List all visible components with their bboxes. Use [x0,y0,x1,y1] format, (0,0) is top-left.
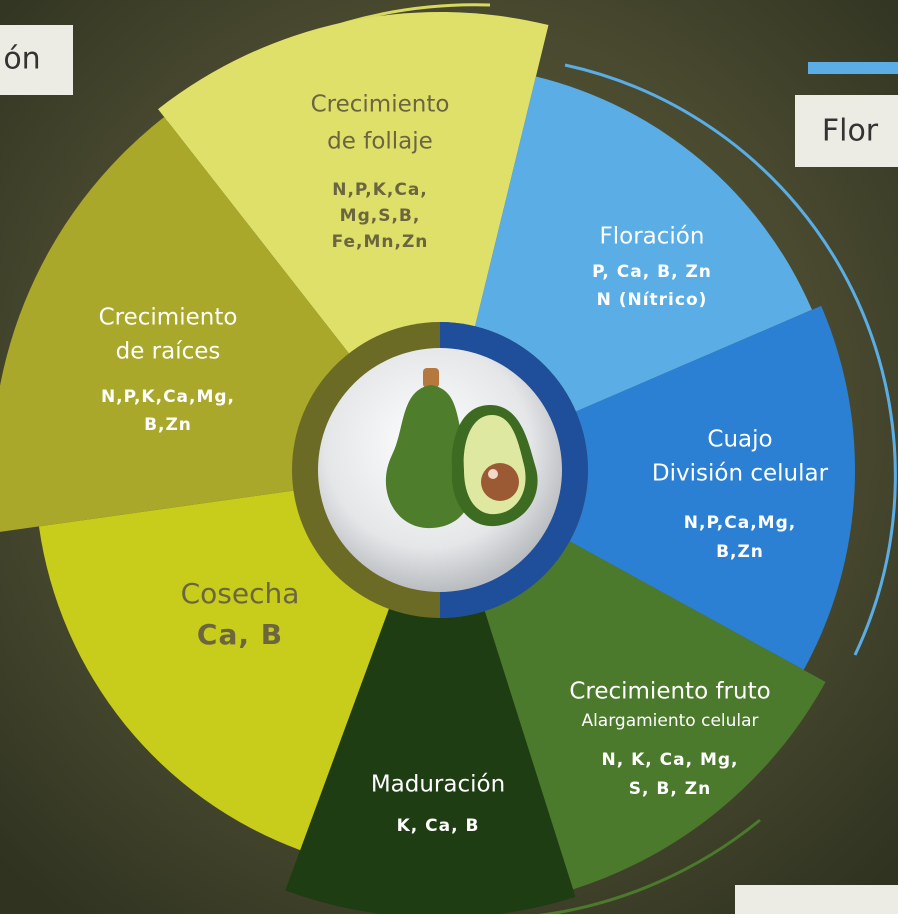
side-label-text: Flor [822,114,879,149]
segment-title: de follaje [327,129,433,155]
segment-nutrients: Ca, B [197,618,283,651]
segment-subtitle: Alargamiento celular [581,711,758,731]
segment-nutrients: B,Zn [144,415,192,435]
side-label: ón [0,25,73,95]
segment-nutrients: K, Ca, B [397,816,480,836]
segment-nutrients: N, K, Ca, Mg, [601,750,738,770]
segment-nutrients: N,P,K,Ca, [332,180,428,200]
segment-nutrients: Mg,S,B, [340,206,421,226]
segment-nutrients: P, Ca, B, Zn [592,262,712,282]
segment-title: Crecimiento [99,305,238,331]
segment-nutrients: N,P,K,Ca,Mg, [101,387,235,407]
segment-nutrients: S, B, Zn [629,779,711,799]
segment-title: Cosecha [181,577,300,610]
diagram: ón Flor Crecimientode follajeN,P,K,Ca,Mg… [0,0,898,914]
segment-title: Maduración [371,772,505,798]
side-label [735,885,898,914]
segment-title: Floración [600,224,705,250]
side-label-text: ón [3,42,40,77]
segment-title: Crecimiento fruto [569,679,770,705]
page: ón Flor Crecimientode follajeN,P,K,Ca,Mg… [0,0,898,914]
segment-title: de raíces [116,339,221,365]
segment-title: Crecimiento [311,92,450,118]
segment-nutrients: N (Nítrico) [597,290,708,310]
segment-nutrients: Fe,Mn,Zn [332,232,429,252]
segment-nutrients: N,P,Ca,Mg, [684,513,796,533]
segment-nutrients: B,Zn [716,542,764,562]
segment-title: Cuajo [707,427,772,453]
segment-title: División celular [652,461,829,487]
